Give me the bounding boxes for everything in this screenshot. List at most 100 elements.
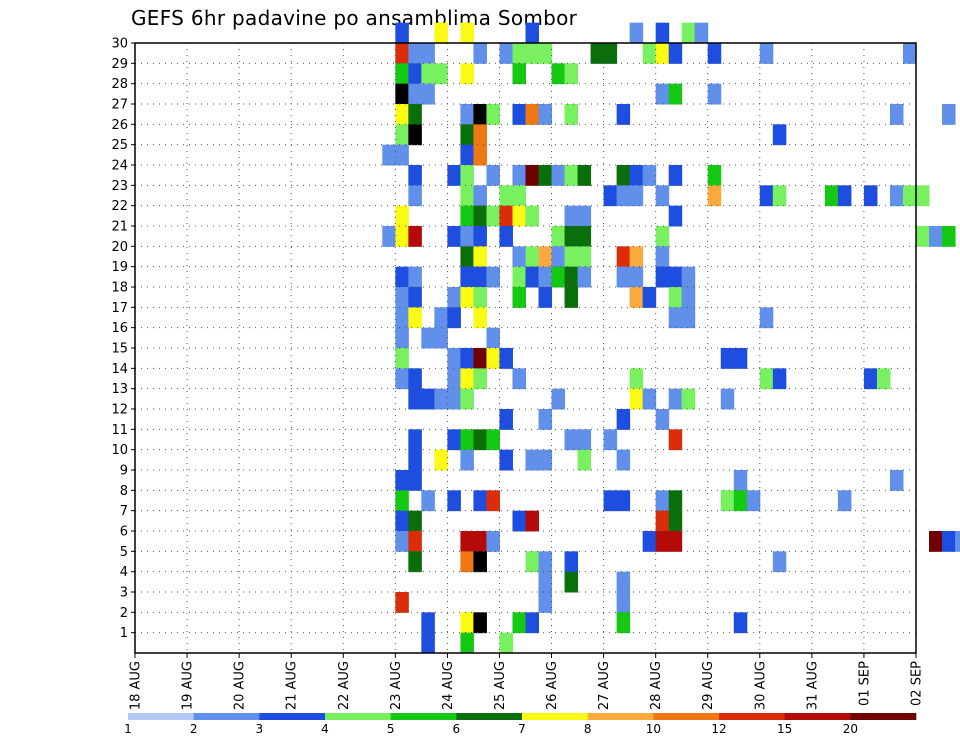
heatmap-cell bbox=[473, 205, 487, 227]
heatmap-cell bbox=[551, 165, 566, 186]
heatmap-cell bbox=[473, 124, 487, 146]
heatmap-cell bbox=[512, 205, 526, 227]
heatmap-cell bbox=[642, 165, 657, 186]
legend-label: 8 bbox=[584, 722, 592, 736]
heatmap-cell bbox=[460, 63, 474, 85]
x-tick-label: 28 AUG bbox=[649, 661, 664, 710]
legend-color-swatch bbox=[128, 713, 194, 720]
y-tick-label: 20 bbox=[111, 240, 128, 255]
x-tick-label: 19 AUG bbox=[181, 661, 196, 710]
heatmap-cell bbox=[499, 226, 513, 247]
heatmap-cell bbox=[525, 551, 540, 573]
y-tick-label: 30 bbox=[111, 37, 128, 52]
heatmap-cell bbox=[668, 83, 683, 105]
y-tick-label: 21 bbox=[111, 220, 128, 235]
heatmap-cell bbox=[408, 185, 422, 207]
heatmap-cell bbox=[746, 490, 761, 512]
heatmap-cell bbox=[551, 388, 566, 410]
legend-color-swatch bbox=[522, 713, 588, 720]
heatmap-cell bbox=[473, 612, 487, 634]
heatmap-cell bbox=[447, 490, 461, 512]
heatmap-cell bbox=[486, 327, 500, 349]
heatmap-cell bbox=[499, 185, 513, 207]
heatmap-cell bbox=[434, 307, 448, 329]
x-tick-label: 26 AUG bbox=[545, 661, 560, 710]
heatmap-cell bbox=[603, 429, 618, 451]
heatmap-cell bbox=[538, 165, 553, 186]
heatmap-cell bbox=[460, 612, 474, 634]
heatmap-cell bbox=[447, 348, 461, 369]
heatmap-cell bbox=[486, 266, 500, 288]
heatmap-cell bbox=[460, 449, 474, 471]
heatmap-cell bbox=[551, 226, 566, 247]
heatmap-cell bbox=[460, 551, 474, 573]
heatmap-cell bbox=[473, 43, 487, 64]
legend-color-swatch bbox=[259, 713, 326, 720]
heatmap-cell bbox=[460, 104, 474, 125]
heatmap-cell bbox=[955, 531, 960, 552]
heatmap-cell bbox=[421, 388, 435, 410]
heatmap-cell bbox=[421, 63, 435, 85]
heatmap-cell bbox=[564, 104, 579, 125]
heatmap-cell bbox=[447, 429, 461, 451]
cells-layer bbox=[382, 22, 960, 654]
heatmap-cell bbox=[395, 531, 409, 552]
heatmap-cell bbox=[460, 165, 474, 186]
heatmap-cell bbox=[512, 165, 526, 186]
legend-color-swatch bbox=[325, 713, 391, 720]
heatmap-cell bbox=[681, 266, 696, 288]
heatmap-cell bbox=[655, 22, 670, 44]
x-tick-label: 01 SEP bbox=[857, 661, 872, 706]
heatmap-cell bbox=[577, 266, 592, 288]
heatmap-cell bbox=[473, 368, 487, 390]
y-tick-label: 18 bbox=[111, 281, 128, 296]
heatmap-cell bbox=[876, 368, 891, 390]
heatmap-cell bbox=[577, 226, 592, 247]
heatmap-cell bbox=[655, 531, 670, 552]
heatmap-cell bbox=[681, 287, 696, 308]
y-tick-label: 24 bbox=[111, 159, 128, 174]
heatmap-cell bbox=[395, 104, 409, 125]
heatmap-cell bbox=[538, 43, 553, 64]
heatmap-cell bbox=[577, 165, 592, 186]
heatmap-cell bbox=[447, 388, 461, 410]
heatmap-cell bbox=[473, 307, 487, 329]
legend-label: 1 bbox=[124, 722, 132, 736]
heatmap-cell bbox=[486, 165, 500, 186]
heatmap-cell bbox=[408, 388, 422, 410]
heatmap-cell bbox=[395, 43, 409, 64]
y-tick-label: 17 bbox=[111, 301, 128, 316]
y-tick-label: 2 bbox=[120, 606, 128, 621]
heatmap-cell bbox=[473, 246, 487, 268]
heatmap-cell bbox=[473, 429, 487, 451]
heatmap-cell bbox=[499, 43, 513, 64]
legend-label: 3 bbox=[256, 722, 264, 736]
heatmap-cell bbox=[668, 205, 683, 227]
heatmap-cell bbox=[668, 429, 683, 451]
legend-color-swatch bbox=[719, 713, 785, 720]
heatmap-cell bbox=[551, 63, 566, 85]
legend-color-swatch bbox=[784, 713, 851, 720]
heatmap-cell bbox=[408, 551, 422, 573]
heatmap-cell bbox=[902, 185, 917, 207]
heatmap-cell bbox=[512, 63, 526, 85]
x-tick-label: 02 SEP bbox=[910, 661, 925, 706]
x-tick-label: 23 AUG bbox=[389, 661, 404, 710]
heatmap-cell bbox=[642, 287, 657, 308]
heatmap-cell bbox=[473, 490, 487, 512]
heatmap-cell bbox=[486, 205, 500, 227]
heatmap-cell bbox=[902, 43, 917, 64]
heatmap-cell bbox=[616, 449, 631, 471]
heatmap-cell bbox=[655, 185, 670, 207]
y-tick-label: 8 bbox=[120, 484, 128, 499]
heatmap-cell bbox=[512, 287, 526, 308]
heatmap-cell bbox=[460, 246, 474, 268]
heatmap-cell bbox=[460, 22, 474, 44]
heatmap-cell bbox=[473, 226, 487, 247]
color-legend: 1 2 3 4 5 6 7 8 10 12 15 20 bbox=[124, 713, 917, 736]
heatmap-cell bbox=[655, 266, 670, 288]
heatmap-cell bbox=[473, 266, 487, 288]
heatmap-cell bbox=[603, 185, 618, 207]
heatmap-cell bbox=[499, 632, 513, 654]
y-tick-label: 19 bbox=[111, 260, 128, 275]
